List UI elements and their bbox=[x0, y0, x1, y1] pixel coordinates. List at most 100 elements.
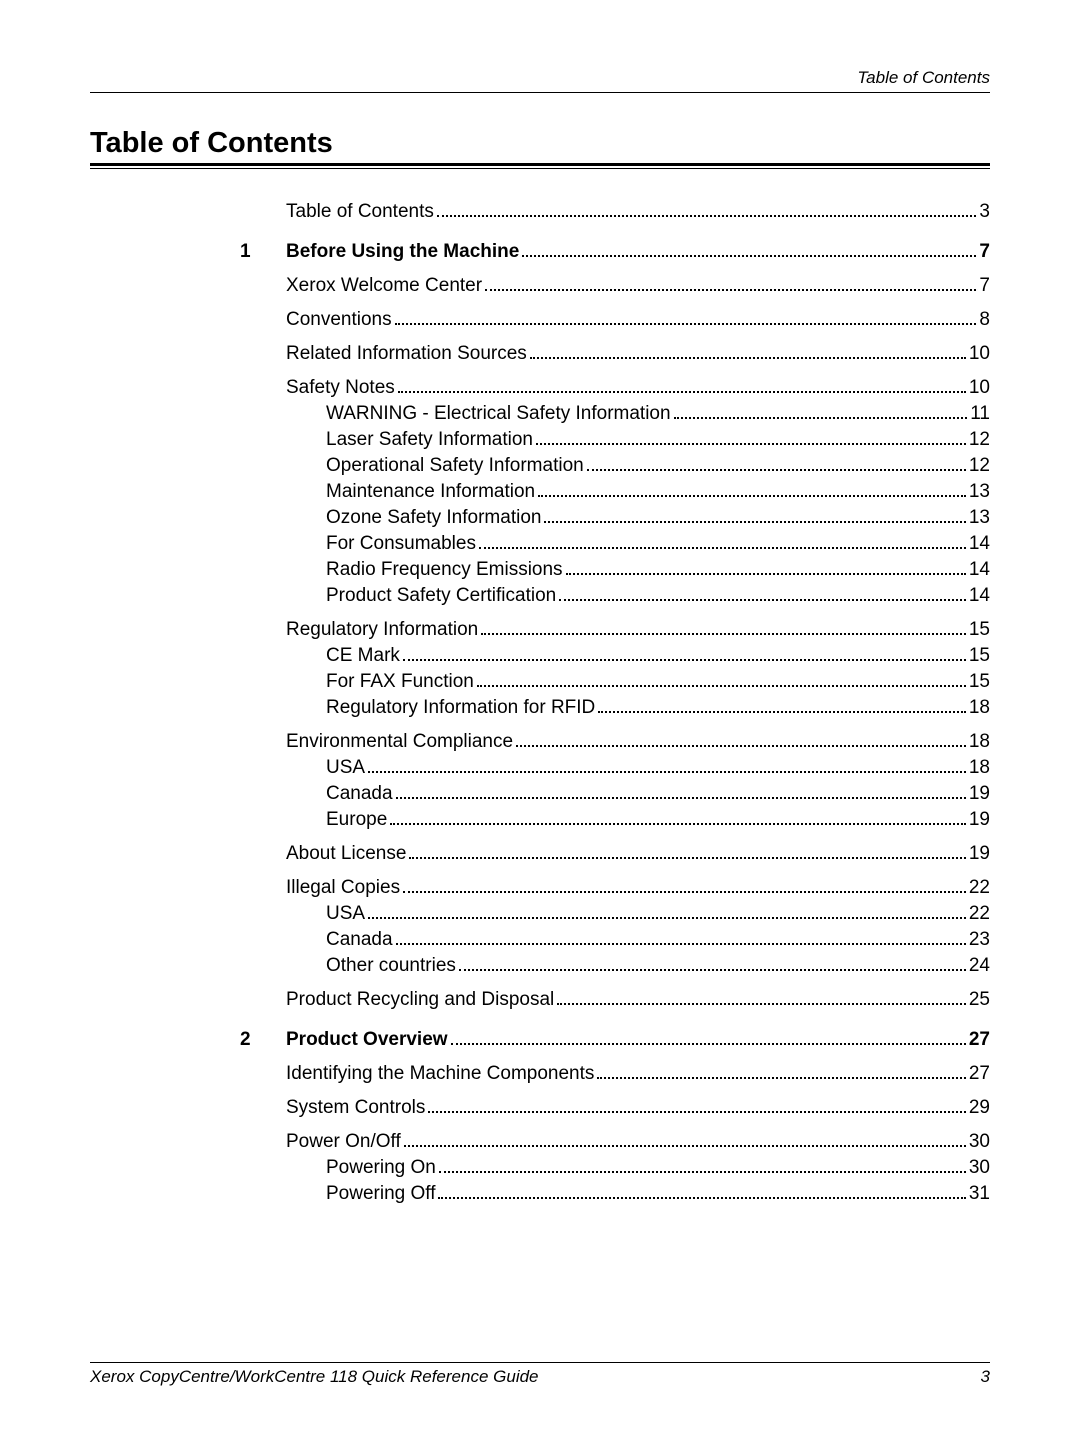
toc-entry-title: Illegal Copies bbox=[286, 877, 400, 899]
toc-row[interactable]: Ozone Safety Information13 bbox=[240, 507, 990, 529]
toc-row[interactable]: Identifying the Machine Components27 bbox=[240, 1063, 990, 1085]
toc-entry-title: For FAX Function bbox=[326, 671, 474, 693]
toc-chapter-number: 2 bbox=[240, 1029, 286, 1051]
toc-row[interactable]: 1Before Using the Machine7 bbox=[240, 241, 990, 263]
toc-row[interactable]: Operational Safety Information 12 bbox=[240, 455, 990, 477]
toc-leader-dots bbox=[451, 1043, 966, 1045]
toc-leader-dots bbox=[459, 969, 966, 971]
toc-entry-title: CE Mark bbox=[326, 645, 400, 667]
toc-row[interactable]: CE Mark 15 bbox=[240, 645, 990, 667]
toc-entry-title: USA bbox=[326, 757, 365, 779]
toc-row[interactable]: Table of Contents3 bbox=[240, 201, 990, 223]
toc-leader-dots bbox=[428, 1111, 965, 1113]
toc-row[interactable]: Canada23 bbox=[240, 929, 990, 951]
toc-entry-title: Powering On bbox=[326, 1157, 436, 1179]
toc-row[interactable]: WARNING - Electrical Safety Information 1… bbox=[240, 403, 990, 425]
toc-entry-title: Table of Contents bbox=[286, 201, 434, 223]
toc-entry-title: Powering Off bbox=[326, 1183, 435, 1205]
toc-entry-page: 15 bbox=[969, 671, 990, 693]
toc-row[interactable]: Regulatory Information for RFID 18 bbox=[240, 697, 990, 719]
toc-entry-page: 31 bbox=[969, 1183, 990, 1205]
toc-entry-page: 12 bbox=[969, 429, 990, 451]
toc-row[interactable]: Powering On30 bbox=[240, 1157, 990, 1179]
toc-entry-page: 14 bbox=[969, 533, 990, 555]
toc-entry-title: Canada bbox=[326, 783, 393, 805]
toc-leader-dots bbox=[587, 469, 966, 471]
toc-entry-page: 27 bbox=[969, 1029, 990, 1051]
toc-leader-dots bbox=[395, 323, 977, 325]
toc-entry-title: Operational Safety Information bbox=[326, 455, 584, 477]
toc-leader-dots bbox=[559, 599, 966, 601]
toc-entry-title: Regulatory Information for RFID bbox=[326, 697, 595, 719]
page-title: Table of Contents bbox=[90, 127, 990, 160]
toc-entry-title: WARNING - Electrical Safety Information bbox=[326, 403, 671, 425]
toc-leader-dots bbox=[477, 685, 966, 687]
toc-row[interactable]: Radio Frequency Emissions14 bbox=[240, 559, 990, 581]
toc-entry-title: Environmental Compliance bbox=[286, 731, 513, 753]
toc-entry-page: 7 bbox=[979, 275, 990, 297]
toc-leader-dots bbox=[597, 1077, 965, 1079]
toc-row[interactable]: Other countries24 bbox=[240, 955, 990, 977]
toc-row[interactable]: Illegal Copies 22 bbox=[240, 877, 990, 899]
toc-entry-title: For Consumables bbox=[326, 533, 476, 555]
toc-entry-page: 18 bbox=[969, 731, 990, 753]
toc-row[interactable]: About License19 bbox=[240, 843, 990, 865]
toc-row[interactable]: For FAX Function 15 bbox=[240, 671, 990, 693]
toc-entry-page: 12 bbox=[969, 455, 990, 477]
toc-row[interactable]: USA22 bbox=[240, 903, 990, 925]
toc-row[interactable]: Power On/Off30 bbox=[240, 1131, 990, 1153]
footer-left: Xerox CopyCentre/WorkCentre 118 Quick Re… bbox=[90, 1367, 539, 1387]
toc-leader-dots bbox=[481, 633, 966, 635]
toc-row[interactable]: Maintenance Information13 bbox=[240, 481, 990, 503]
toc-entry-page: 7 bbox=[979, 241, 990, 263]
toc-leader-dots bbox=[485, 289, 976, 291]
toc-entry-title: Conventions bbox=[286, 309, 392, 331]
running-header: Table of Contents bbox=[90, 68, 990, 88]
toc-entry-page: 11 bbox=[970, 403, 990, 425]
toc-entry-title: Ozone Safety Information bbox=[326, 507, 541, 529]
toc-leader-dots bbox=[479, 547, 966, 549]
toc-leader-dots bbox=[396, 943, 966, 945]
toc-leader-dots bbox=[674, 417, 968, 419]
toc-entry-title: USA bbox=[326, 903, 365, 925]
toc-row[interactable]: Related Information Sources10 bbox=[240, 343, 990, 365]
toc-entry-page: 19 bbox=[969, 809, 990, 831]
toc-row[interactable]: Product Safety Certification14 bbox=[240, 585, 990, 607]
toc-entry-page: 14 bbox=[969, 559, 990, 581]
toc-row[interactable]: Safety Notes10 bbox=[240, 377, 990, 399]
toc-row[interactable]: Europe 19 bbox=[240, 809, 990, 831]
toc-row[interactable]: 2Product Overview27 bbox=[240, 1029, 990, 1051]
toc-entry-page: 19 bbox=[969, 843, 990, 865]
toc-entry-page: 29 bbox=[969, 1097, 990, 1119]
footer-rule bbox=[90, 1362, 990, 1363]
toc-row[interactable]: Conventions8 bbox=[240, 309, 990, 331]
toc-row[interactable]: For Consumables 14 bbox=[240, 533, 990, 555]
toc-leader-dots bbox=[536, 443, 966, 445]
toc-leader-dots bbox=[368, 771, 966, 773]
toc-entry-page: 15 bbox=[969, 619, 990, 641]
toc-row[interactable]: Environmental Compliance 18 bbox=[240, 731, 990, 753]
toc-entry-title: Product Recycling and Disposal bbox=[286, 989, 554, 1011]
toc-entry-page: 14 bbox=[969, 585, 990, 607]
toc-row[interactable]: Product Recycling and Disposal 25 bbox=[240, 989, 990, 1011]
toc-row[interactable]: Canada19 bbox=[240, 783, 990, 805]
toc-row[interactable]: USA18 bbox=[240, 757, 990, 779]
toc-entry-title: Regulatory Information bbox=[286, 619, 478, 641]
toc-row[interactable]: Powering Off 31 bbox=[240, 1183, 990, 1205]
toc-entry-title: Europe bbox=[326, 809, 387, 831]
toc: Table of Contents 31 Before Using the Mach… bbox=[240, 201, 990, 1205]
toc-row[interactable]: Xerox Welcome Center7 bbox=[240, 275, 990, 297]
toc-entry-page: 10 bbox=[969, 343, 990, 365]
toc-entry-page: 22 bbox=[969, 877, 990, 899]
toc-row[interactable]: System Controls 29 bbox=[240, 1097, 990, 1119]
toc-entry-title: Before Using the Machine bbox=[286, 241, 519, 263]
toc-row[interactable]: Regulatory Information 15 bbox=[240, 619, 990, 641]
title-rule-thick bbox=[90, 163, 990, 166]
toc-leader-dots bbox=[437, 215, 977, 217]
toc-entry-page: 25 bbox=[969, 989, 990, 1011]
toc-entry-title: System Controls bbox=[286, 1097, 425, 1119]
toc-entry-page: 18 bbox=[969, 697, 990, 719]
toc-row[interactable]: Laser Safety Information12 bbox=[240, 429, 990, 451]
toc-leader-dots bbox=[544, 521, 965, 523]
toc-entry-page: 15 bbox=[969, 645, 990, 667]
